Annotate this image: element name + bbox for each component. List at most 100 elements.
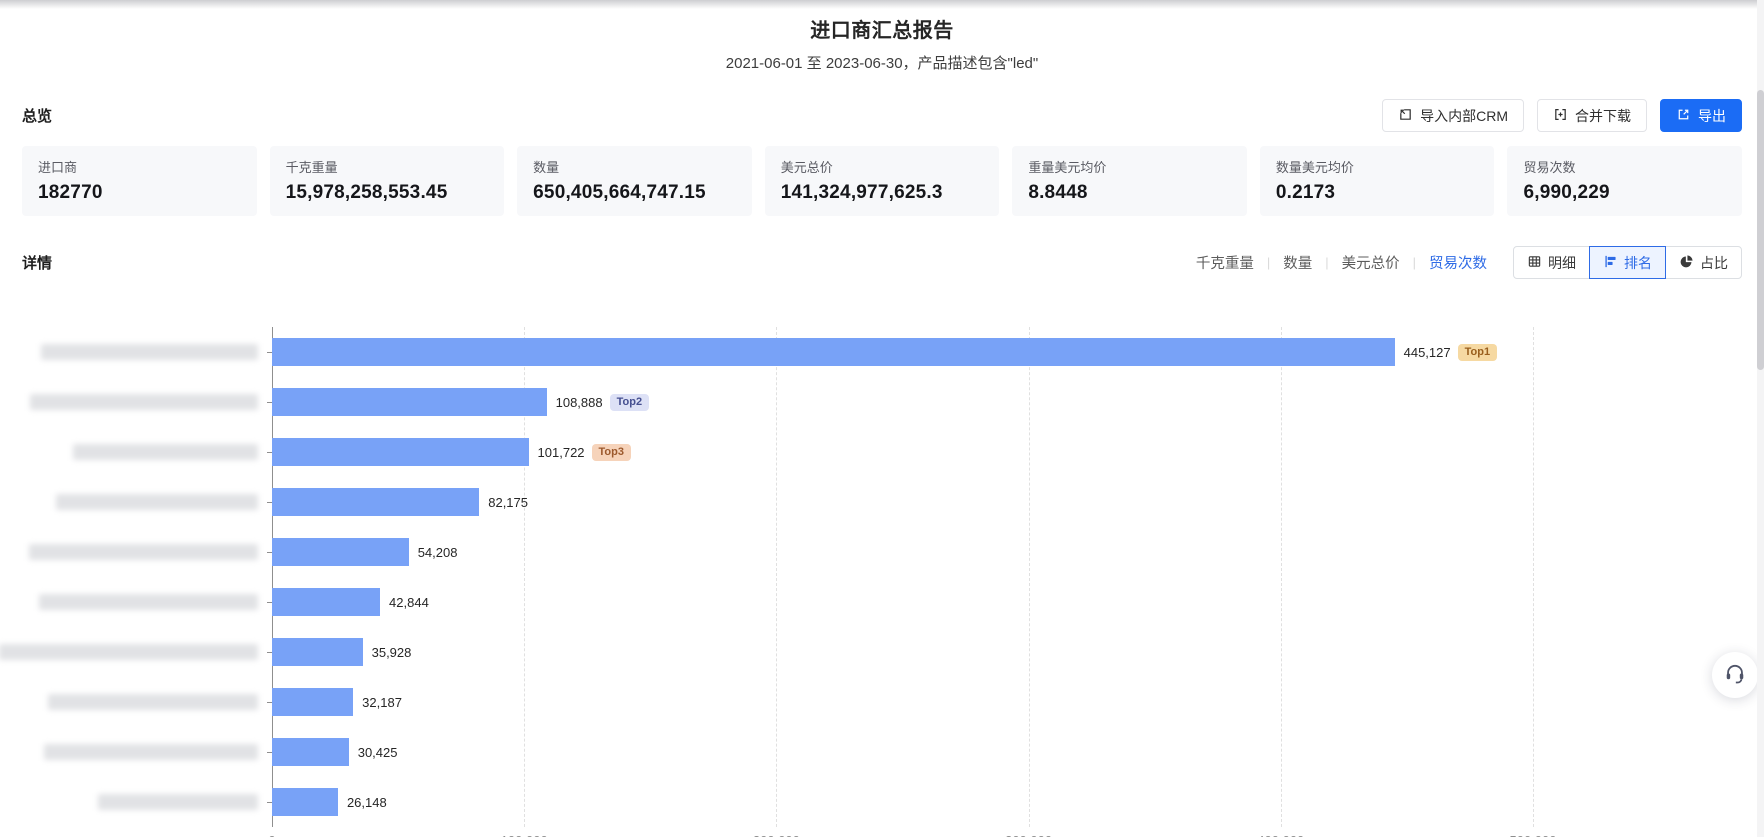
x-axis-label: 100,000 <box>501 833 548 837</box>
metric-tab-3[interactable]: 美元总价 <box>1341 256 1400 272</box>
ranking-icon <box>1603 254 1618 272</box>
merge-download-button[interactable]: 合并下载 <box>1537 99 1647 132</box>
gridline <box>524 327 526 827</box>
merge-download-button-label: 合并下载 <box>1575 107 1631 124</box>
stat-card-label: 重量美元均价 <box>1028 160 1107 175</box>
redacted-category-label <box>39 594 258 610</box>
bar-value: 101,722 <box>537 444 585 460</box>
page-title: 进口商汇总报告 <box>810 20 954 42</box>
bar-value-group: 42,844 <box>389 577 429 627</box>
chart-row: 82,175 <box>0 477 1764 527</box>
metric-tab-2[interactable]: 数量 <box>1283 256 1313 272</box>
bar[interactable] <box>272 338 1395 366</box>
stat-card: 美元总价 141,324,977,625.3 <box>764 146 1000 216</box>
bar[interactable] <box>272 588 381 616</box>
x-axis-label: 500,000 <box>1510 833 1557 837</box>
detail-controls: 千克重量 | 数量 | 美元总价 | 贸易次数 明细 排名 占比 <box>1196 246 1742 279</box>
bar-value-group: 26,148 <box>347 777 387 827</box>
stat-card: 进口商 182770 <box>22 146 257 216</box>
bar[interactable] <box>272 788 338 816</box>
bar[interactable] <box>272 638 363 666</box>
bar[interactable] <box>272 388 547 416</box>
pie-icon <box>1679 254 1694 272</box>
redacted-category-label <box>29 544 258 560</box>
stat-card: 数量 650,405,664,747.15 <box>517 146 752 216</box>
metric-tabs: 千克重量 | 数量 | 美元总价 | 贸易次数 <box>1196 252 1487 273</box>
chart-row: 445,127 Top1 <box>0 327 1764 377</box>
chart-row: 108,888 Top2 <box>0 377 1764 427</box>
stat-card-value: 0.2173 <box>1275 182 1336 203</box>
bar-value-group: 82,175 <box>488 477 528 527</box>
chart-row: 32,187 <box>0 677 1764 727</box>
scrollbar-track[interactable] <box>1757 0 1764 837</box>
bar[interactable] <box>272 738 349 766</box>
axis-tick <box>267 552 272 553</box>
bar[interactable] <box>272 438 529 466</box>
bar-value-group: 35,928 <box>372 627 412 677</box>
stat-card-label: 进口商 <box>38 160 78 175</box>
view-tab-label: 排名 <box>1624 254 1652 271</box>
bar-value: 108,888 <box>555 394 603 410</box>
gridline <box>1280 327 1282 827</box>
help-button[interactable] <box>1712 652 1758 698</box>
bar-value-group: 32,187 <box>362 677 402 727</box>
axis-tick <box>267 702 272 703</box>
export-button[interactable]: 导出 <box>1660 99 1742 132</box>
y-axis-line <box>272 327 273 827</box>
top-badge: Top3 <box>591 443 631 461</box>
stat-card-label: 千克重量 <box>285 160 338 175</box>
stat-card-value: 15,978,258,553.45 <box>285 182 448 203</box>
overview-section-label: 总览 <box>22 108 53 125</box>
bar[interactable] <box>272 488 480 516</box>
bar[interactable] <box>272 538 409 566</box>
export-button-label: 导出 <box>1698 107 1726 124</box>
redacted-category-label <box>41 344 258 360</box>
view-tab-label: 占比 <box>1700 254 1728 271</box>
bar-value: 42,844 <box>389 594 429 610</box>
x-axis-label: 0 <box>268 833 275 837</box>
stat-card-value: 650,405,664,747.15 <box>533 182 706 203</box>
axis-tick <box>267 802 272 803</box>
redacted-category-label <box>48 694 258 710</box>
ranking-bar-chart: 0 100,000 200,000 300,000 400,000 500,000 445,… <box>0 327 1764 837</box>
bar-value-group: 30,425 <box>358 727 398 777</box>
view-tab-1[interactable]: 明细 <box>1513 246 1590 279</box>
chart-row: 30,425 <box>0 727 1764 777</box>
toolbar-actions: 导入内部CRM 合并下载 导出 <box>1382 99 1742 132</box>
metric-tab-1[interactable]: 千克重量 <box>1195 256 1254 272</box>
stat-card: 数量美元均价 0.2173 <box>1259 146 1495 216</box>
chart-row: 42,844 <box>0 577 1764 627</box>
headset-icon <box>1723 661 1747 690</box>
redacted-category-label <box>98 794 258 810</box>
axis-tick <box>267 602 272 603</box>
report-subtitle: 2021-06-01 至 2023-06-30，产品描述包含"led" <box>725 55 1039 72</box>
overview-header-row: 总览 导入内部CRM 合并下载 导出 <box>0 99 1764 132</box>
stat-card: 贸易次数 6,990,229 <box>1507 146 1743 216</box>
metric-tab-4[interactable]: 贸易次数 <box>1429 256 1487 272</box>
axis-tick <box>267 452 272 453</box>
report-header: 进口商汇总报告 2021-06-01 至 2023-06-30，产品描述包含"l… <box>0 0 1764 73</box>
import-crm-button-label: 导入内部CRM <box>1420 107 1508 124</box>
import-crm-button[interactable]: 导入内部CRM <box>1382 99 1524 132</box>
import-icon <box>1398 107 1413 125</box>
detail-section-label: 详情 <box>22 255 53 272</box>
stat-card-value: 182770 <box>38 182 103 203</box>
view-tab-3[interactable]: 占比 <box>1665 246 1742 279</box>
chart-row: 101,722 Top3 <box>0 427 1764 477</box>
axis-tick <box>267 502 272 503</box>
gridline <box>1533 327 1534 827</box>
stat-card-value: 141,324,977,625.3 <box>780 182 943 203</box>
scrollbar-thumb[interactable] <box>1757 90 1764 370</box>
tab-separator: | <box>1325 255 1329 270</box>
gridline <box>1028 327 1030 827</box>
view-tab-2[interactable]: 排名 <box>1589 246 1666 279</box>
bar-value-group: 101,722 Top3 <box>538 427 631 477</box>
bar-value-group: 445,127 Top1 <box>1404 327 1498 377</box>
stat-card-label: 数量 <box>533 160 560 175</box>
view-toggle-group: 明细 排名 占比 <box>1513 246 1742 279</box>
chart-row: 26,148 <box>0 777 1764 827</box>
x-axis-label: 300,000 <box>1005 833 1052 837</box>
detail-header-row: 详情 千克重量 | 数量 | 美元总价 | 贸易次数 明细 排名 占比 <box>0 246 1764 279</box>
bar[interactable] <box>272 688 354 716</box>
